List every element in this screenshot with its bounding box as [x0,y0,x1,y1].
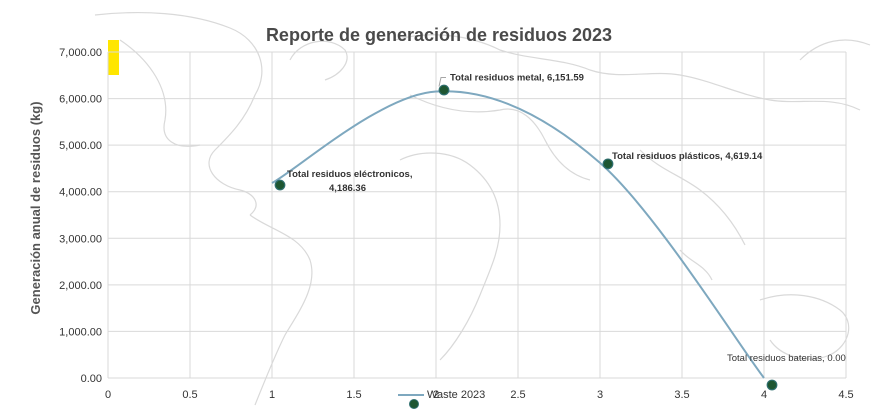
y-tick-label: 5,000.00 [59,140,102,152]
y-tick-label: 2,000.00 [59,280,102,292]
data-labels: Total residuos eléctronicos, 4,186.36 Tota… [287,73,846,364]
yellow-highlight-marker [108,40,119,75]
y-tick-label: 1,000.00 [59,326,102,338]
y-tick-label: 0.00 [81,373,102,385]
data-point-marker [766,379,778,391]
background-world-map [94,11,871,406]
y-tick-label: 7,000.00 [59,47,102,59]
data-label-baterias: Total residuos baterias, 0.00 [727,353,846,364]
x-tick-label: 3 [597,389,603,401]
x-axis-ticks: 0 0.5 1 1.5 2 2.5 3 3.5 4 4.5 [105,389,854,401]
x-tick-label: 2 [433,389,439,401]
data-label-plasticos: Total residuos plásticos, 4,619.14 [612,151,763,162]
legend-entry-waste-2023: Waste 2023 [427,389,485,401]
data-point-marker [438,84,450,96]
series-waste-2023 [271,84,778,391]
data-label-metal: Total residuos metal, 6,151.59 [450,73,584,84]
chart-title: Reporte de generación de residuos 2023 [266,25,612,45]
data-point-marker [274,179,286,191]
data-label-leader-line [438,77,446,87]
x-tick-label: 4 [761,389,767,401]
x-tick-label: 1 [269,389,275,401]
legend-marker-swatch [409,399,419,409]
y-tick-label: 3,000.00 [59,233,102,245]
y-tick-label: 6,000.00 [59,94,102,106]
x-tick-label: 2.5 [510,389,525,401]
legend: Waste 2023 [398,389,485,409]
x-tick-label: 0.5 [182,389,197,401]
x-tick-label: 4.5 [838,389,853,401]
y-axis-label: Generación anual de residuos (kg) [28,101,43,314]
x-tick-label: 0 [105,389,111,401]
x-tick-label: 1.5 [346,389,361,401]
x-tick-label: 3.5 [674,389,689,401]
data-label-electronicos: Total residuos eléctronicos, [287,169,412,180]
series-line-waste-2023 [271,90,765,379]
data-label-electronicos-value: 4,186.36 [329,183,366,194]
data-point-marker [602,158,614,170]
y-tick-label: 4,000.00 [59,187,102,199]
gridlines [107,51,847,379]
y-axis-ticks: 0.00 1,000.00 2,000.00 3,000.00 4,000.00 5,00… [59,47,102,385]
